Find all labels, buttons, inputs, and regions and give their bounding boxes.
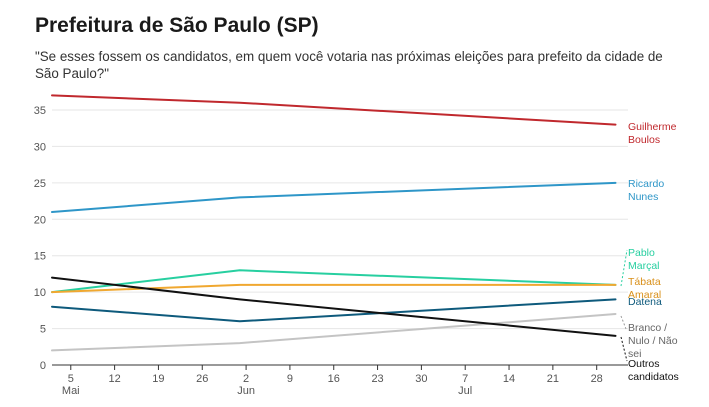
series-labels: Guilherme Boulos Ricardo Nunes Pablo Marçal Tá… bbox=[620, 121, 679, 383]
series-label-line: Boulos bbox=[628, 134, 660, 146]
series-lines bbox=[51, 94, 617, 352]
x-month-label: Jun bbox=[237, 385, 255, 397]
series-line-guilherme-boulos bbox=[51, 94, 617, 126]
series-label-line: Tábata bbox=[628, 276, 661, 288]
y-tick-label: 15 bbox=[34, 251, 46, 263]
x-tick-label: 5 bbox=[68, 373, 74, 385]
series-label-line: Nunes bbox=[628, 191, 658, 203]
y-axis: 0 5 10 15 20 25 30 35 bbox=[34, 105, 46, 372]
x-tick-label: 2 bbox=[243, 373, 249, 385]
x-tick-label: 28 bbox=[591, 373, 603, 385]
series-line-ricardo-nunes bbox=[51, 181, 617, 213]
series-line-outros-candidatos bbox=[51, 276, 617, 337]
grid-lines bbox=[52, 109, 628, 366]
series-label-line: Guilherme bbox=[628, 121, 677, 133]
y-tick-label: 20 bbox=[34, 214, 46, 226]
series-label-line: Marçal bbox=[628, 260, 660, 272]
series-line-tabata-amaral bbox=[51, 283, 617, 294]
y-tick-label: 10 bbox=[34, 287, 46, 299]
series-label-ricardo-nunes: Ricardo Nunes bbox=[628, 178, 664, 203]
x-tick-label: 9 bbox=[287, 373, 293, 385]
series-label-line: Amaral bbox=[628, 289, 661, 301]
series-label-line: Datena bbox=[628, 296, 662, 308]
series-label-tabata-amaral: Tábata Amaral bbox=[628, 276, 661, 301]
y-tick-label: 35 bbox=[34, 105, 46, 117]
x-tick-label: 19 bbox=[152, 373, 164, 385]
series-label-line: Pablo bbox=[628, 247, 655, 259]
series-label-line: Ricardo bbox=[628, 178, 664, 190]
y-tick-label: 5 bbox=[40, 324, 46, 336]
series-label-line: candidatos bbox=[628, 371, 679, 383]
series-label-branco-nulo-nao-sei: Branco / Nulo / Não sei bbox=[628, 322, 678, 360]
series-label-line: Branco / bbox=[628, 322, 667, 334]
series-label-guilherme-boulos: Guilherme Boulos bbox=[628, 121, 677, 146]
chart-subtitle: "Se esses fossem os candidatos, em quem … bbox=[35, 49, 663, 81]
series-label-outros-candidatos: Outros candidatos bbox=[628, 358, 679, 383]
x-tick-label: 30 bbox=[415, 373, 427, 385]
series-line-datena bbox=[51, 298, 617, 323]
x-tick-label: 21 bbox=[547, 373, 559, 385]
y-tick-label: 30 bbox=[34, 141, 46, 153]
series-line-branco-nulo-nao-sei bbox=[51, 313, 617, 352]
series-label-line: Nulo / Não bbox=[628, 335, 678, 347]
x-month-label: Jul bbox=[458, 385, 472, 397]
chart-title: Prefeitura de São Paulo (SP) bbox=[35, 14, 319, 37]
x-tick-label: 7 bbox=[462, 373, 468, 385]
x-tick-label: 26 bbox=[196, 373, 208, 385]
series-label-pablo-marcal: Pablo Marçal bbox=[628, 247, 660, 272]
series-label-line: Outros bbox=[628, 358, 660, 370]
y-tick-label: 25 bbox=[34, 178, 46, 190]
x-month-label: Mai bbox=[62, 385, 80, 397]
x-tick-label: 14 bbox=[503, 373, 515, 385]
label-leader-branco-nulo-nao-sei bbox=[620, 315, 627, 330]
x-tick-label: 16 bbox=[328, 373, 340, 385]
series-label-datena: Datena bbox=[628, 296, 662, 308]
series-label-line: sei bbox=[628, 348, 641, 360]
label-leader-outros-candidatos bbox=[620, 336, 628, 362]
x-tick-label: 12 bbox=[108, 373, 120, 385]
x-tick-label: 23 bbox=[371, 373, 383, 385]
y-tick-label: 0 bbox=[40, 360, 46, 372]
